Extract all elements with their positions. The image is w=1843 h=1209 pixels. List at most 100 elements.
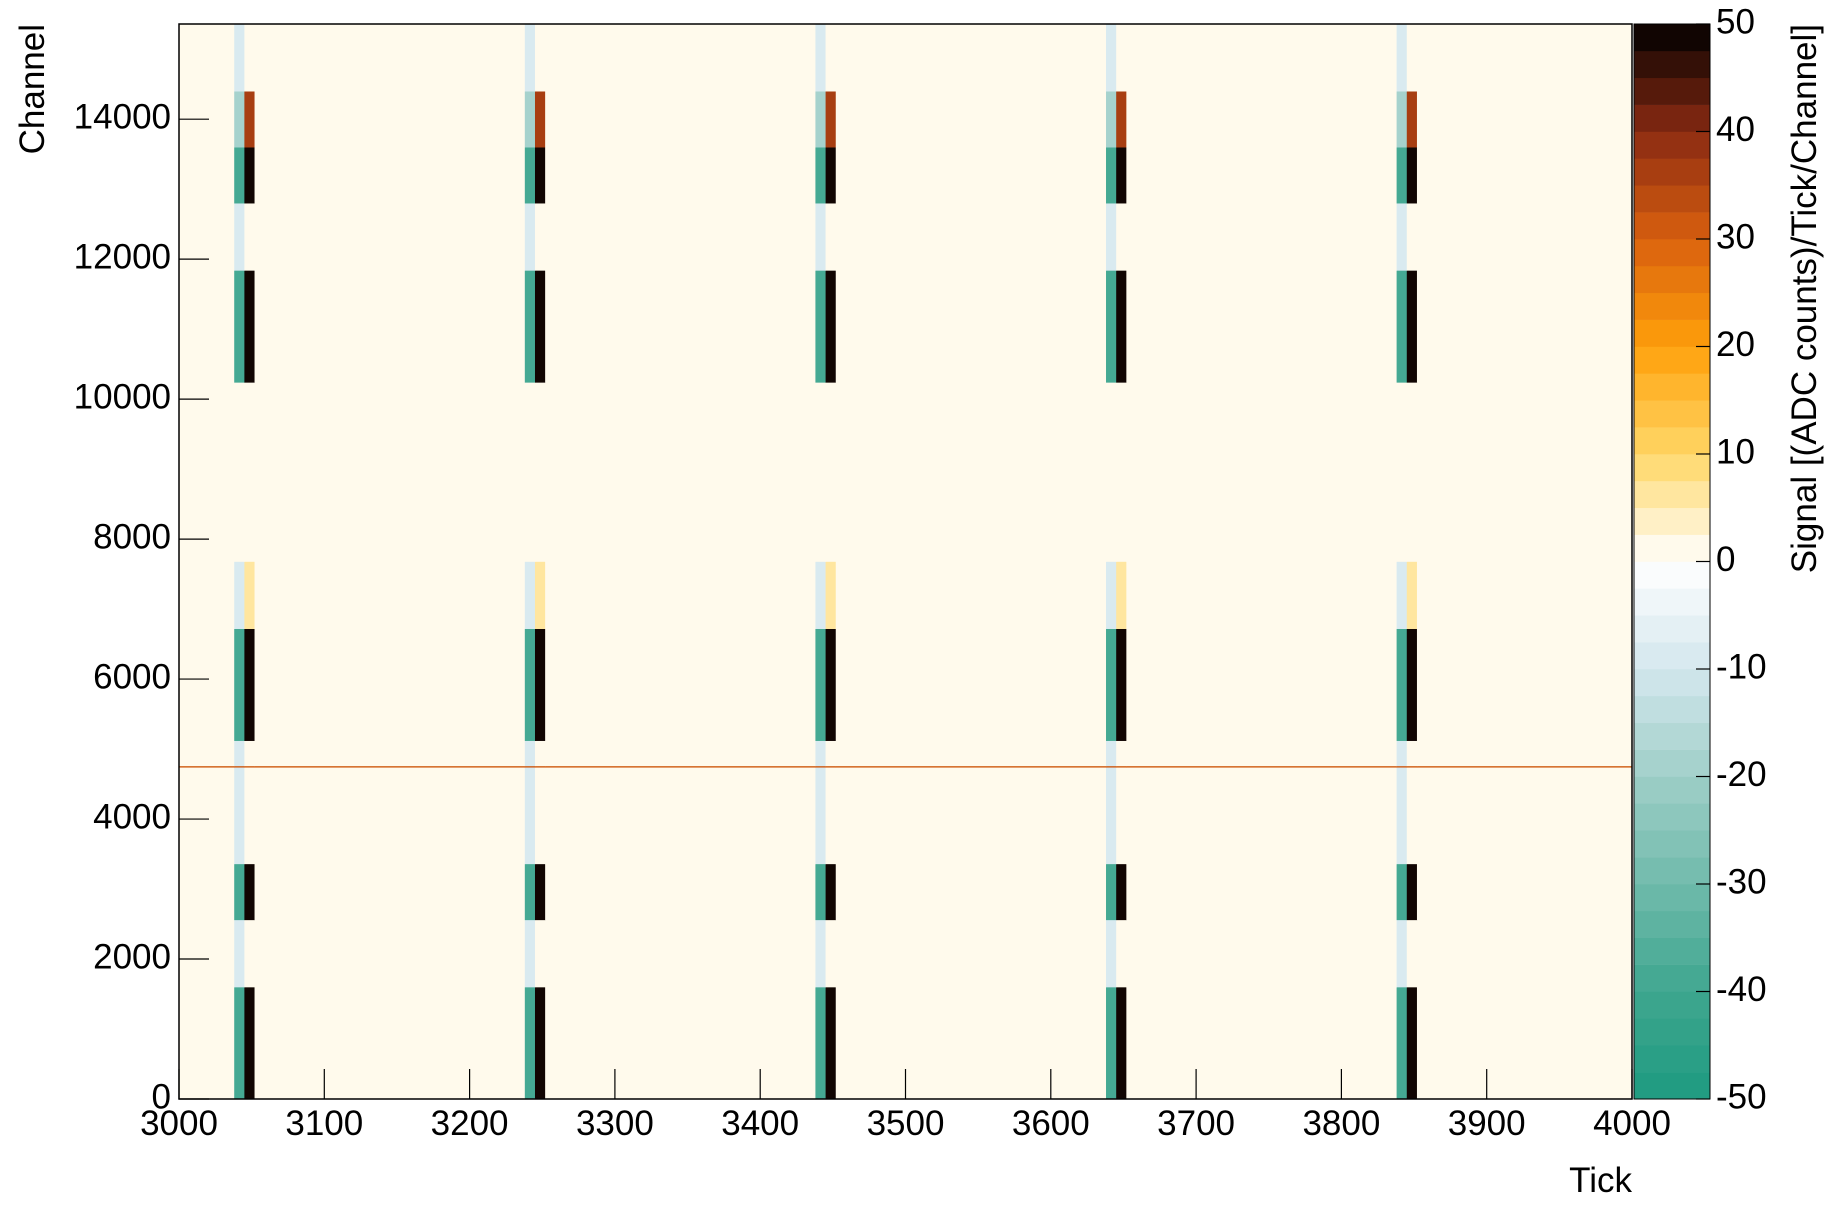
heatmap-cell bbox=[534, 767, 546, 865]
heatmap-cell bbox=[179, 919, 235, 988]
heatmap-cell bbox=[1406, 919, 1418, 988]
colorbar-level bbox=[1634, 265, 1710, 294]
heatmap-cell bbox=[815, 765, 826, 768]
heatmap-cell bbox=[1116, 765, 1127, 768]
heatmap-cell bbox=[534, 203, 546, 271]
heatmap-cell bbox=[254, 767, 526, 865]
heatmap-cell bbox=[815, 91, 826, 148]
heatmap-cell bbox=[179, 203, 235, 271]
heatmap-cell bbox=[534, 765, 546, 768]
heatmap-cell bbox=[244, 987, 255, 1100]
heatmap-cell bbox=[534, 24, 546, 92]
colorbar-level bbox=[1634, 722, 1710, 750]
heatmap-cell bbox=[1116, 91, 1127, 148]
heatmap-cell bbox=[1126, 863, 1397, 921]
heatmap-cell bbox=[825, 628, 837, 741]
x-tick-label: 3900 bbox=[1448, 1104, 1526, 1143]
colorbar-level bbox=[1634, 480, 1710, 509]
heatmap-cell bbox=[1416, 147, 1633, 204]
heatmap-cell bbox=[244, 382, 255, 562]
heatmap-cell bbox=[825, 863, 837, 921]
heatmap-cell bbox=[1396, 919, 1408, 988]
heatmap-cell bbox=[1116, 628, 1127, 741]
heatmap-cell bbox=[524, 91, 536, 148]
heatmap-cell bbox=[825, 987, 837, 1100]
colorbar-level bbox=[1634, 857, 1710, 885]
heatmap-cell bbox=[244, 270, 255, 383]
heatmap-cell bbox=[815, 382, 826, 562]
heatmap-cell bbox=[1106, 147, 1117, 204]
heatmap-cell bbox=[1116, 382, 1127, 562]
heatmap-cell bbox=[254, 740, 526, 767]
heatmap-cell bbox=[234, 382, 245, 562]
heatmap-cell bbox=[1126, 24, 1397, 92]
heatmap-cell bbox=[254, 147, 526, 204]
heatmap-cell bbox=[244, 91, 255, 148]
heatmap-cell bbox=[179, 863, 235, 921]
heatmap-cell bbox=[835, 91, 1107, 148]
heatmap-cell bbox=[1406, 740, 1418, 767]
colorbar-level bbox=[1634, 642, 1710, 670]
heatmap-cell bbox=[545, 628, 816, 741]
heatmap-cell bbox=[545, 203, 816, 271]
heatmap-cell bbox=[825, 270, 837, 383]
colorbar-level bbox=[1634, 346, 1710, 374]
colorbar-tick-label: -30 bbox=[1716, 862, 1767, 901]
heatmap-cell bbox=[1416, 91, 1633, 148]
heatmap-cell bbox=[179, 767, 235, 865]
heatmap-cell bbox=[1416, 863, 1633, 921]
colorbar-level bbox=[1634, 964, 1710, 992]
heatmap-cell bbox=[835, 863, 1107, 921]
heatmap-cell bbox=[545, 919, 816, 988]
heatmap-cell bbox=[534, 740, 546, 767]
heatmap-cell bbox=[534, 987, 546, 1100]
heatmap-cell bbox=[1106, 987, 1117, 1100]
heatmap-cell bbox=[254, 561, 526, 629]
colorbar-level bbox=[1634, 427, 1710, 455]
heatmap-cell bbox=[244, 628, 255, 741]
heatmap-cell bbox=[545, 987, 816, 1100]
heatmap-cell bbox=[244, 203, 255, 271]
heatmap-cell bbox=[234, 270, 245, 383]
heatmap-cell bbox=[524, 382, 536, 562]
colorbar-level bbox=[1634, 991, 1710, 1019]
heatmap-cell bbox=[1126, 767, 1397, 865]
colorbar-level bbox=[1634, 1018, 1710, 1046]
heatmap-cell bbox=[545, 765, 816, 768]
heatmap-cell bbox=[545, 147, 816, 204]
heatmap-cell bbox=[835, 270, 1107, 383]
heatmap-cell bbox=[1406, 561, 1418, 629]
y-tick-label: 8000 bbox=[93, 517, 171, 556]
heatmap-cell bbox=[835, 919, 1107, 988]
heatmap-cell bbox=[545, 91, 816, 148]
colorbar-tick-label: 0 bbox=[1716, 540, 1735, 579]
colorbar-level bbox=[1634, 77, 1710, 105]
heatmap-cell bbox=[545, 561, 816, 629]
colorbar-level bbox=[1634, 454, 1710, 482]
heatmap-cell bbox=[825, 919, 837, 988]
y-tick-label: 2000 bbox=[93, 937, 171, 976]
heatmap-cell bbox=[234, 561, 245, 629]
heatmap-cell bbox=[534, 382, 546, 562]
heatmap-cell bbox=[179, 987, 235, 1100]
heatmap-cell bbox=[234, 863, 245, 921]
heatmap-cell bbox=[825, 382, 837, 562]
heatmap-cell bbox=[1106, 203, 1117, 271]
heatmap-cell bbox=[815, 628, 826, 741]
colorbar-tick-label: -20 bbox=[1716, 755, 1767, 794]
heatmap-cell bbox=[1106, 919, 1117, 988]
heatmap-cell bbox=[1106, 382, 1117, 562]
heatmap-cell bbox=[244, 863, 255, 921]
heatmap-cell bbox=[1126, 147, 1397, 204]
heatmap-cell bbox=[1116, 767, 1127, 865]
y-tick-label: 12000 bbox=[74, 237, 171, 276]
heatmap-cell bbox=[254, 91, 526, 148]
heatmap-cell bbox=[1396, 147, 1408, 204]
heatmap-cell bbox=[524, 863, 536, 921]
heatmap-cell bbox=[254, 382, 526, 562]
heatmap-cell bbox=[179, 628, 235, 741]
x-tick-label: 3700 bbox=[1157, 1104, 1235, 1143]
y-axis-label: Channel bbox=[13, 24, 52, 154]
colorbar-level bbox=[1634, 776, 1710, 804]
colorbar-level bbox=[1634, 937, 1710, 965]
